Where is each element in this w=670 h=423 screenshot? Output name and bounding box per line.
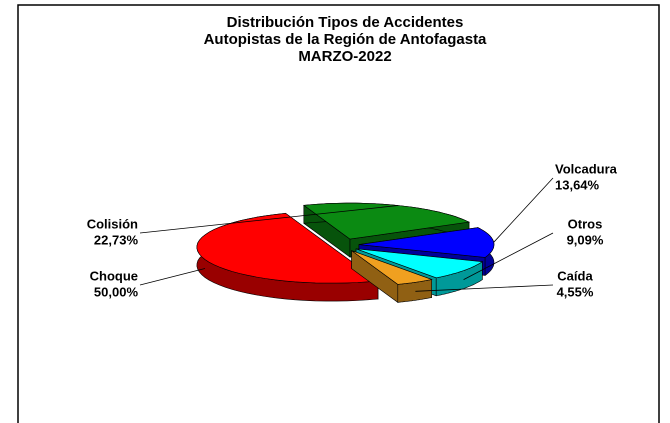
value-label: 13,64% xyxy=(555,177,600,192)
leader-line xyxy=(415,284,554,292)
value-label: 22,73% xyxy=(94,232,139,247)
leader-line xyxy=(463,232,554,280)
slice-label: Choque xyxy=(90,268,138,283)
slice-label: Colisión xyxy=(87,216,138,231)
chart-title: Distribución Tipos de Accidentes xyxy=(227,14,464,31)
leader-line xyxy=(139,205,399,234)
value-label: 50,00% xyxy=(94,284,139,299)
slice-label: Caída xyxy=(557,268,593,283)
chart-title: MARZO-2022 xyxy=(298,48,391,65)
leader-line xyxy=(139,268,206,286)
chart-title: Autopistas de la Región de Antofagasta xyxy=(204,31,487,48)
slice-label: Volcadura xyxy=(555,161,618,176)
slice xyxy=(196,212,379,284)
value-label: 9,09% xyxy=(567,232,604,247)
leader-line xyxy=(493,177,554,243)
slice xyxy=(351,250,433,285)
slice-label: Otros xyxy=(568,216,603,231)
value-label: 4,55% xyxy=(557,284,594,299)
slice xyxy=(355,248,484,279)
